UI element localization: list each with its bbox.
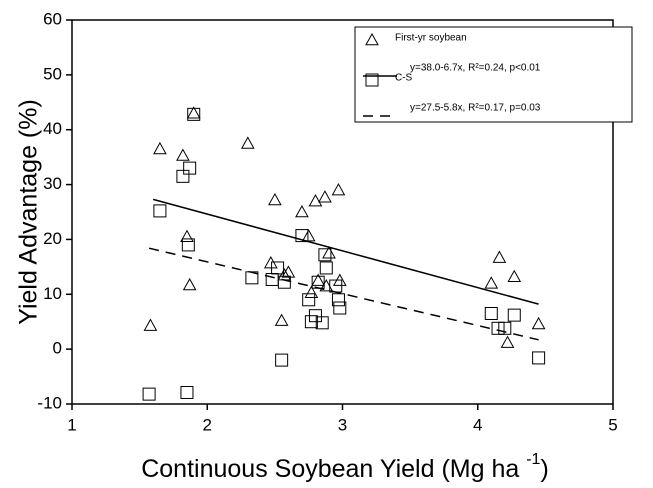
y-tick-label: 10 (43, 284, 62, 303)
point (142, 387, 156, 401)
point (274, 313, 289, 326)
point (308, 193, 323, 207)
point (181, 238, 195, 252)
point (333, 301, 347, 315)
point (491, 321, 505, 335)
point (507, 308, 521, 322)
point (277, 275, 291, 289)
point (143, 318, 158, 331)
y-tick-label: 60 (43, 9, 62, 28)
point (311, 273, 326, 286)
fit-line (152, 198, 539, 305)
point (532, 351, 546, 365)
point (281, 265, 296, 278)
y-tick-label: 50 (43, 64, 62, 83)
point (498, 321, 512, 335)
y-tick-label: 40 (43, 119, 62, 138)
x-axis-title-part: ) (540, 455, 548, 483)
legend-label: y=27.5-5.8x, R²=0.17, p=0.03 (410, 103, 541, 114)
y-tick-label: 20 (43, 229, 62, 248)
point (322, 246, 336, 259)
point (331, 183, 346, 196)
point (271, 261, 285, 275)
point (153, 204, 167, 218)
x-tick-label: 2 (203, 415, 212, 434)
point (531, 316, 546, 330)
point (295, 229, 309, 243)
y-tick-label: 30 (43, 174, 62, 193)
legend-label: C-S (395, 73, 413, 84)
point (484, 306, 498, 320)
point (176, 169, 190, 183)
point (153, 141, 167, 155)
x-axis-title-sup: -1 (526, 451, 540, 468)
point (183, 161, 197, 175)
point (180, 385, 194, 399)
point (302, 293, 316, 307)
point (176, 148, 190, 161)
legend-marker (365, 73, 379, 87)
point (182, 277, 197, 291)
point (318, 190, 332, 203)
legend-label: First-yr soybean (395, 33, 467, 44)
y-tick-label: 0 (53, 339, 62, 358)
legend-label: y=38.0-6.7x, R²=0.24, p<0.01 (410, 63, 541, 74)
x-tick-label: 1 (67, 415, 76, 434)
point (186, 106, 201, 119)
point (308, 309, 322, 323)
point (315, 316, 329, 330)
point (304, 285, 319, 298)
point (319, 261, 333, 275)
x-tick-label: 4 (473, 415, 482, 434)
x-tick-label: 3 (338, 415, 347, 434)
point (331, 293, 345, 307)
point (275, 353, 289, 367)
x-tick-label: 5 (608, 415, 617, 434)
point (484, 276, 499, 289)
point (301, 229, 316, 242)
legend-box (354, 26, 633, 123)
x-axis-title-part: Continuous Soybean Yield (Mg ha (141, 455, 526, 483)
point (507, 269, 522, 283)
point (318, 248, 332, 262)
point (265, 272, 279, 286)
point (240, 136, 255, 149)
point (492, 250, 507, 263)
point (500, 335, 515, 348)
x-axis-title: Continuous Soybean Yield (Mg ha -1) (141, 451, 549, 482)
point (180, 229, 194, 242)
point (187, 107, 201, 121)
y-axis-title: Yield Advantage (%) (15, 99, 43, 325)
point (268, 192, 282, 206)
y-tick-label: -10 (37, 393, 62, 412)
legend-marker (365, 32, 379, 46)
point (295, 204, 309, 218)
